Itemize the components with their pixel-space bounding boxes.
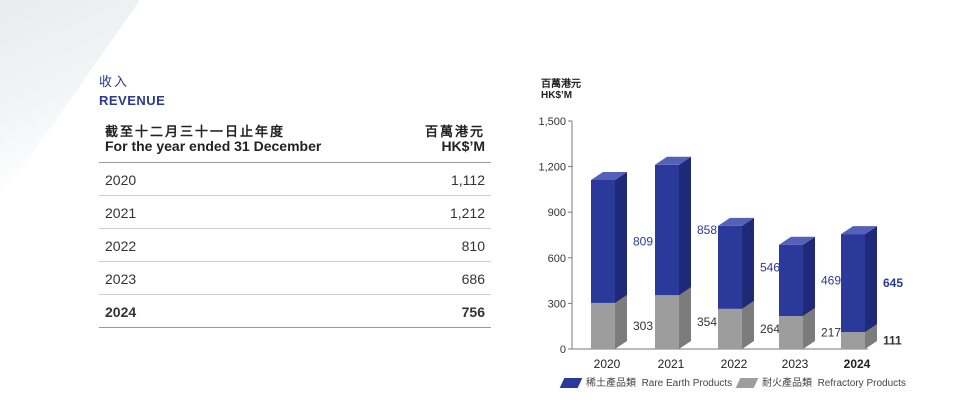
bar-segment xyxy=(718,225,742,309)
bar-segment xyxy=(655,164,679,296)
legend-label-rare-earth-en: Rare Earth Products xyxy=(641,378,733,389)
table-row: 2024 756 xyxy=(99,295,491,328)
bar-side-face xyxy=(615,171,627,303)
y-tick-label: 600 xyxy=(548,253,566,265)
table-row: 2021 1,212 xyxy=(99,196,491,229)
bar-segment xyxy=(841,234,865,333)
header-unit-zh: 百萬港元 xyxy=(424,124,485,139)
bar-top-cap xyxy=(591,171,627,180)
row-year: 2023 xyxy=(105,271,137,287)
x-tick-label: 2024 xyxy=(844,357,871,371)
data-label-refractory: 217 xyxy=(821,326,841,340)
y-tick-label: 300 xyxy=(548,298,566,310)
data-label-rare-earth: 809 xyxy=(633,234,653,248)
bar-side-face xyxy=(865,226,877,333)
y-tick-label: 0 xyxy=(560,344,566,356)
row-year: 2022 xyxy=(105,238,137,254)
legend-swatch-rare-earth xyxy=(559,378,583,389)
table-row: 2020 1,112 xyxy=(99,163,491,196)
bar-segment xyxy=(718,308,742,349)
bar-top-cap xyxy=(779,236,815,245)
bar-segment xyxy=(655,295,679,349)
x-tick-label: 2020 xyxy=(594,357,621,371)
bar-side-face xyxy=(615,294,627,349)
y-tick-label: 1,500 xyxy=(538,116,566,128)
section-title-zh: 收入 xyxy=(99,74,130,89)
data-label-refractory: 264 xyxy=(760,322,780,336)
row-value: 756 xyxy=(461,304,485,320)
chart-unit-en: HK$’M xyxy=(541,90,573,101)
data-label-refractory: 303 xyxy=(633,319,653,333)
data-label-rare-earth: 645 xyxy=(883,276,903,290)
legend-label-refractory-zh: 耐火產品類 xyxy=(762,378,812,389)
table-row: 2022 810 xyxy=(99,229,491,262)
table-row: 2023 686 xyxy=(99,262,491,295)
bar-side-face xyxy=(679,156,691,296)
bar-top-cap xyxy=(655,156,691,165)
row-value: 686 xyxy=(461,271,485,287)
legend-item-rare-earth: 稀土產品類 Rare Earth Products xyxy=(559,374,733,389)
header-year-zh: 截至十二月三十一日止年度 xyxy=(105,124,286,139)
bar-segment xyxy=(779,316,803,349)
header-year-en: For the year ended 31 December xyxy=(105,138,322,154)
bar-side-face xyxy=(803,308,815,349)
bar-segment xyxy=(779,244,803,317)
row-year: 2024 xyxy=(105,304,137,320)
x-tick-label: 2023 xyxy=(782,357,809,371)
row-value: 1,212 xyxy=(449,205,485,221)
bar-segment xyxy=(591,302,615,349)
y-tick-label: 1,200 xyxy=(538,162,566,174)
legend-label-refractory-en: Refractory Products xyxy=(817,378,906,389)
bar-side-face xyxy=(742,217,754,309)
row-year: 2020 xyxy=(105,172,137,188)
data-label-rare-earth: 546 xyxy=(760,260,780,274)
bar-segment xyxy=(591,179,615,303)
data-label-rare-earth: 858 xyxy=(697,223,717,237)
bar-side-face xyxy=(742,300,754,349)
bar-side-face xyxy=(803,236,815,317)
y-tick-label: 900 xyxy=(548,207,566,219)
bar-side-face xyxy=(865,324,877,349)
legend-swatch-refractory xyxy=(735,378,759,389)
row-value: 810 xyxy=(461,238,485,254)
legend-label-rare-earth-zh: 稀土產品類 xyxy=(586,378,636,389)
x-tick-label: 2022 xyxy=(721,357,748,371)
data-label-refractory: 111 xyxy=(883,334,902,348)
revenue-table: 截至十二月三十一日止年度 For the year ended 31 Decem… xyxy=(99,117,491,328)
bar-top-cap xyxy=(841,226,877,235)
section-title-en: REVENUE xyxy=(99,93,166,108)
bar-segment xyxy=(841,332,865,349)
data-label-refractory: 354 xyxy=(697,315,717,329)
chart-unit-zh: 百萬港元 xyxy=(541,79,581,90)
bar-top-cap xyxy=(718,217,754,226)
data-label-rare-earth: 469 xyxy=(821,273,841,287)
table-header: 截至十二月三十一日止年度 For the year ended 31 Decem… xyxy=(99,117,491,163)
row-value: 1,112 xyxy=(451,172,485,188)
legend-item-refractory: 耐火產品類 Refractory Products xyxy=(735,374,906,389)
header-unit-en: HK$’M xyxy=(441,138,485,154)
bar-side-face xyxy=(679,287,691,349)
row-year: 2021 xyxy=(105,205,137,221)
x-tick-label: 2021 xyxy=(658,357,685,371)
